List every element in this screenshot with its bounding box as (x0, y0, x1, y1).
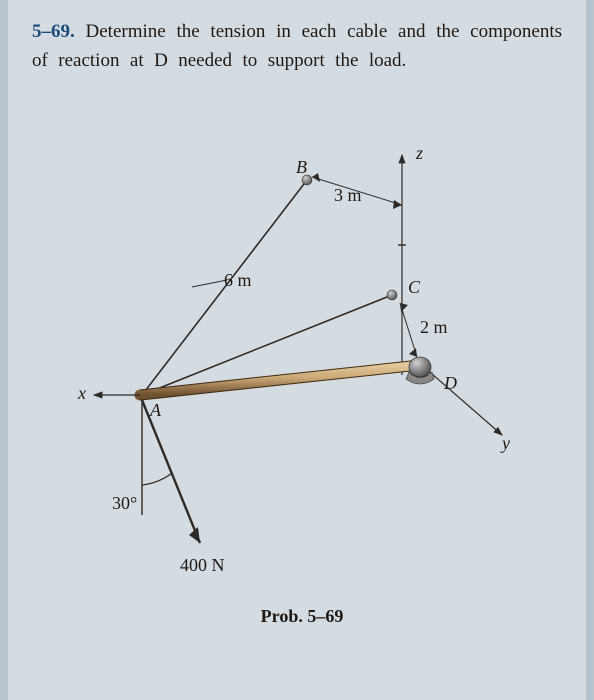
dim-bd-arrow2 (393, 200, 402, 209)
diagram-svg (32, 115, 572, 635)
node-c (387, 290, 397, 300)
rod-ad (140, 365, 420, 395)
dim-bd-arrow1 (312, 173, 320, 182)
label-6m: 6 m (224, 270, 252, 291)
figure-caption: Prob. 5–69 (261, 606, 344, 627)
label-angle: 30° (112, 493, 137, 514)
page: 5–69. Determine the tension in each cabl… (8, 0, 586, 700)
dim-6m-leader (192, 280, 227, 287)
label-b: B (296, 157, 307, 178)
dim-cd-a1 (400, 303, 408, 312)
label-a: A (150, 400, 161, 421)
problem-number: 5–69. (32, 21, 75, 42)
y-axis (424, 367, 502, 435)
label-2m: 2 m (420, 317, 448, 338)
problem-statement: 5–69. Determine the tension in each cabl… (32, 18, 562, 75)
label-x: x (78, 383, 86, 404)
label-c: C (408, 277, 420, 298)
label-3m: 3 m (334, 185, 362, 206)
label-force: 400 N (180, 555, 225, 576)
force-vector (142, 400, 200, 543)
angle-arc (142, 473, 172, 485)
dim-cd-a2 (409, 348, 417, 357)
label-z: z (416, 143, 423, 164)
label-y: y (502, 433, 510, 454)
support-d (409, 357, 431, 377)
figure: B 3 m 6 m C 2 m D A x y z 30° 400 N Prob… (32, 115, 572, 635)
label-d: D (444, 373, 457, 394)
problem-body: Determine the tension in each cable and … (32, 21, 562, 71)
